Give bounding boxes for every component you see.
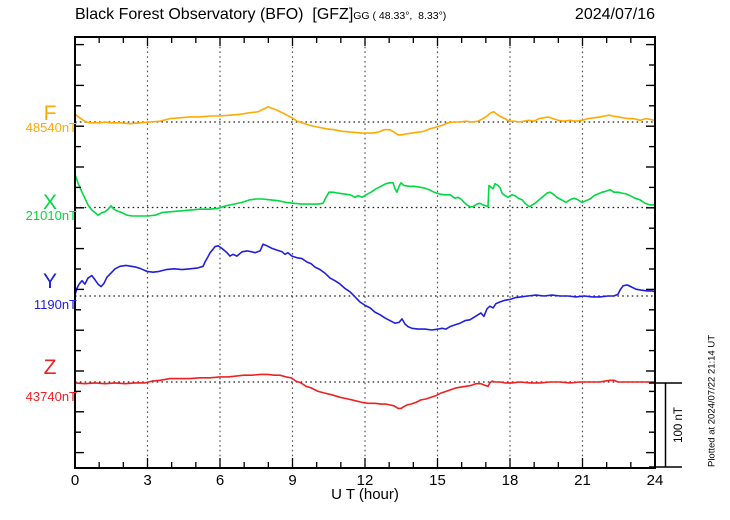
channel-baseline-Z: 43740nT — [25, 389, 77, 404]
x-tick-label: 9 — [288, 472, 297, 489]
observatory-title: Black Forest Observatory (BFO) [GFZ] — [75, 6, 354, 23]
channel-baseline-F: 48540nT — [25, 120, 77, 135]
station-coords: GG ( 48.33°, 8.33°) — [353, 10, 447, 22]
x-tick-label: 3 — [143, 472, 152, 489]
channel-label-F: F — [43, 102, 57, 125]
x-tick-label: 18 — [501, 472, 519, 489]
channel-label-X: X — [42, 191, 57, 214]
channel-label-Z: Z — [43, 356, 57, 379]
scalebar-label: 100 nT — [673, 407, 685, 443]
x-tick-label: 0 — [70, 472, 80, 489]
channel-baseline-Y: 1190nT — [33, 297, 77, 312]
channel-baseline-X: 21010nT — [25, 208, 77, 223]
x-axis-title: U T (hour) — [331, 486, 399, 503]
x-tick-label: 6 — [215, 472, 225, 489]
x-tick-label: 21 — [574, 472, 591, 489]
x-tick-label: 12 — [356, 472, 374, 489]
date-label: 2024/07/16 — [574, 6, 655, 23]
x-tick-label: 24 — [646, 472, 664, 489]
title-bar: Black Forest Observatory (BFO) [GFZ] GG … — [75, 6, 446, 24]
channel-label-Y: Y — [42, 270, 57, 293]
x-tick-label: 15 — [429, 472, 446, 489]
plotted-at-note: Plotted at 2024/07/22 21:14 UT — [706, 334, 718, 468]
